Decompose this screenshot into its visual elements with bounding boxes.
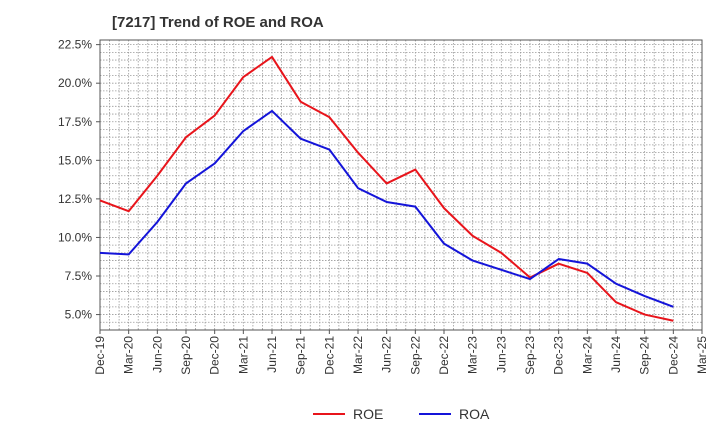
x-tick-label: Sep-23 (523, 336, 537, 375)
axes (99, 39, 703, 331)
plot-frame (99, 39, 703, 331)
x-tick-label: Mar-22 (351, 336, 365, 374)
y-tick-label: 17.5% (58, 115, 92, 129)
x-tick-label: Jun-22 (380, 336, 394, 373)
chart-title: [7217] Trend of ROE and ROA (112, 14, 324, 31)
legend-label-roe: ROE (353, 406, 383, 422)
x-tick-label: Mar-24 (580, 336, 594, 374)
x-tick-label: Dec-22 (437, 336, 451, 375)
legend-label-roa: ROA (459, 406, 490, 422)
x-tick-label: Dec-21 (322, 336, 336, 375)
x-tick-label: Jun-21 (265, 336, 279, 373)
y-tick-label: 10.0% (58, 230, 92, 244)
y-tick-label: 15.0% (58, 153, 92, 167)
y-tick-label: 12.5% (58, 192, 92, 206)
x-tick-label: Sep-20 (179, 336, 193, 375)
series-lines (99, 55, 674, 322)
x-tick-label: Sep-22 (408, 336, 422, 375)
x-tick-label: Jun-20 (150, 336, 164, 373)
y-tick-label: 7.5% (65, 269, 93, 283)
x-tick-label: Dec-19 (93, 336, 107, 375)
x-tick-label: Mar-20 (122, 336, 136, 374)
legend: ROE ROA (313, 406, 490, 422)
x-tick-label: Dec-24 (666, 336, 680, 375)
x-tick-label: Sep-24 (638, 336, 652, 375)
x-tick-label: Dec-20 (208, 336, 222, 375)
y-tick-label: 20.0% (58, 76, 92, 90)
x-tick-label: Jun-23 (494, 336, 508, 373)
x-tick-label: Sep-21 (294, 336, 308, 375)
series-line-roe (99, 55, 674, 322)
x-tick-label: Dec-23 (552, 336, 566, 375)
grid-lines (99, 40, 703, 331)
x-tick-label: Mar-21 (236, 336, 250, 374)
x-tick-label: Mar-25 (695, 336, 709, 374)
y-tick-label: 5.0% (65, 308, 93, 322)
x-tick-label: Jun-24 (609, 336, 623, 373)
series-line-roa (99, 109, 674, 308)
y-tick-label: 22.5% (58, 38, 92, 52)
x-axis-ticks: Dec-19 Mar-20 Jun-20 Sep-20 Dec-20 Mar-21 Jun-… (93, 330, 709, 375)
x-tick-label: Mar-23 (466, 336, 480, 374)
y-axis-ticks: 5.0% 7.5% 10.0% 12.5% 15.0% 17.5% 20.0% 22.5% (58, 38, 100, 322)
